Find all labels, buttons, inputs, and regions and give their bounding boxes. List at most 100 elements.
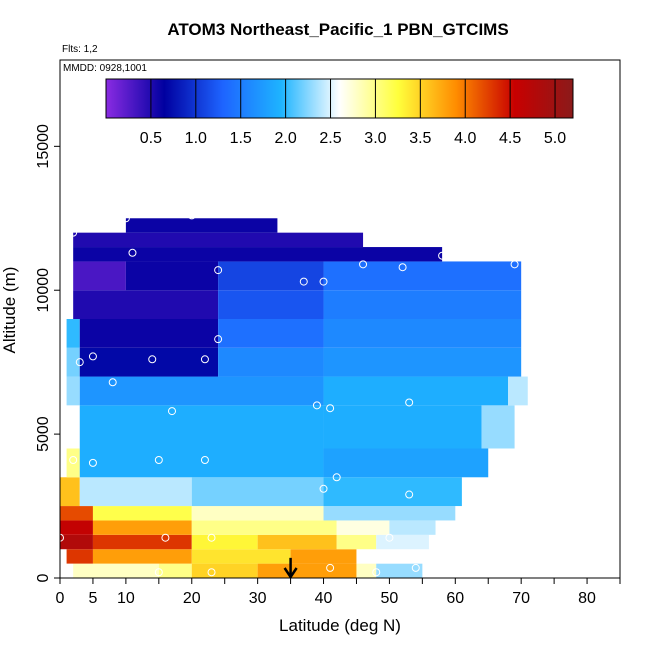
heatmap-layer [60,218,528,578]
heatmap-cell [323,448,489,478]
sample-point [319,277,328,286]
sample-point [200,355,209,364]
colorbar-frame [105,78,574,119]
sample-point [75,358,84,367]
sample-point [207,568,216,577]
heatmap-cell [191,563,258,578]
colorbar-tick-label: 0.5 [140,130,162,147]
heatmap-cell [79,448,324,478]
sample-point [438,251,447,260]
heatmap-cell [79,319,219,348]
heatmap-cell [60,506,93,521]
heatmap-cell [66,319,80,348]
y-tick-label: 10000 [35,268,52,313]
heatmap-cell [218,290,324,319]
heatmap-cell [336,534,377,550]
heatmap-cell [257,563,357,578]
heatmap-cell [73,247,443,262]
colorbar-tick-label: 2.5 [319,130,341,147]
heatmap-cell [79,405,324,449]
x-tick-label: 50 [381,590,399,607]
heatmap-cell [218,347,324,377]
sample-point [385,533,394,542]
colorbar-tick-label: 1.0 [185,130,207,147]
heatmap-cell [323,347,522,377]
heatmap-cell [323,290,522,319]
sample-points [60,211,519,577]
heatmap-cell [79,376,324,406]
x-tick-label: 80 [578,590,596,607]
x-tick-label: 0 [56,590,65,607]
heatmap-cell [257,534,337,550]
heatmap-cell [60,477,80,507]
x-axis: 0 5 10 20 30 40 50 60 70 80 [56,578,621,607]
sample-point [121,214,130,223]
x-tick-label: 40 [315,590,333,607]
x-tick-label: 60 [446,590,464,607]
colorbar: 0.5 1.0 1.5 2.0 2.5 3.0 3.5 4.0 4.5 5.0 [105,78,574,147]
colorbar-gradient [106,79,573,118]
sample-point [88,458,97,467]
sample-point [398,263,407,272]
heatmap-cell [66,347,80,377]
sample-point [69,456,78,465]
heatmap-cell [323,261,522,291]
heatmap-cell [66,549,93,564]
sample-point [161,533,170,542]
y-tick-label: 0 [35,573,52,582]
heatmap-cell [66,376,80,406]
heatmap-cell [323,405,482,449]
annotation-layer [283,557,298,580]
x-tick-label: 10 [117,590,135,607]
heatmap-cell [191,506,324,521]
heatmap-cell [191,549,291,564]
heatmap-cell [376,563,423,578]
heatmap-cell [323,506,456,521]
heatmap-cell [336,520,390,535]
sample-point [372,568,381,577]
flights-label: Flts: 1,2 [62,44,98,55]
sample-point [319,484,328,493]
heatmap-cell [92,506,192,521]
sample-point [187,211,196,220]
heatmap-cell [79,477,192,507]
colorbar-tick-label: 4.5 [499,130,521,147]
sample-point [148,355,157,364]
heatmap-cell [376,534,429,550]
sample-point [359,260,368,269]
heatmap-cell [125,218,278,233]
colorbar-tick-label: 3.0 [364,130,386,147]
position-arrow-head [283,567,298,580]
x-axis-label: Latitude (deg N) [279,616,401,635]
sample-point [214,266,223,275]
sample-point [207,533,216,542]
heatmap-cell [481,405,515,449]
heatmap-cell [73,261,126,291]
heatmap-cell [73,563,159,578]
heatmap-cell [323,477,462,507]
sample-point [312,401,321,410]
sample-point [405,398,414,407]
heatmap-cell [191,520,337,535]
x-tick-label: 30 [249,590,267,607]
heatmap-cell [125,261,219,291]
sample-point [326,563,335,572]
colorbar-tick-label: 2.0 [274,130,296,147]
sample-point [411,563,420,572]
sample-point [510,260,519,269]
heatmap-cell [191,534,258,550]
heatmap-cell [92,549,192,564]
sample-point [108,378,117,387]
heatmap-cell [60,520,93,535]
heatmap-cell [191,477,324,507]
sample-point [69,228,78,237]
heatmap-cell [92,534,192,550]
heatmap-cell [356,563,377,578]
mmdd-label: MMDD: 0928,1001 [63,63,147,74]
plot-frame [59,59,621,579]
heatmap-cell [218,261,324,291]
heatmap-cell [60,534,93,550]
heatmap-cell [66,405,80,449]
sample-point [154,456,163,465]
